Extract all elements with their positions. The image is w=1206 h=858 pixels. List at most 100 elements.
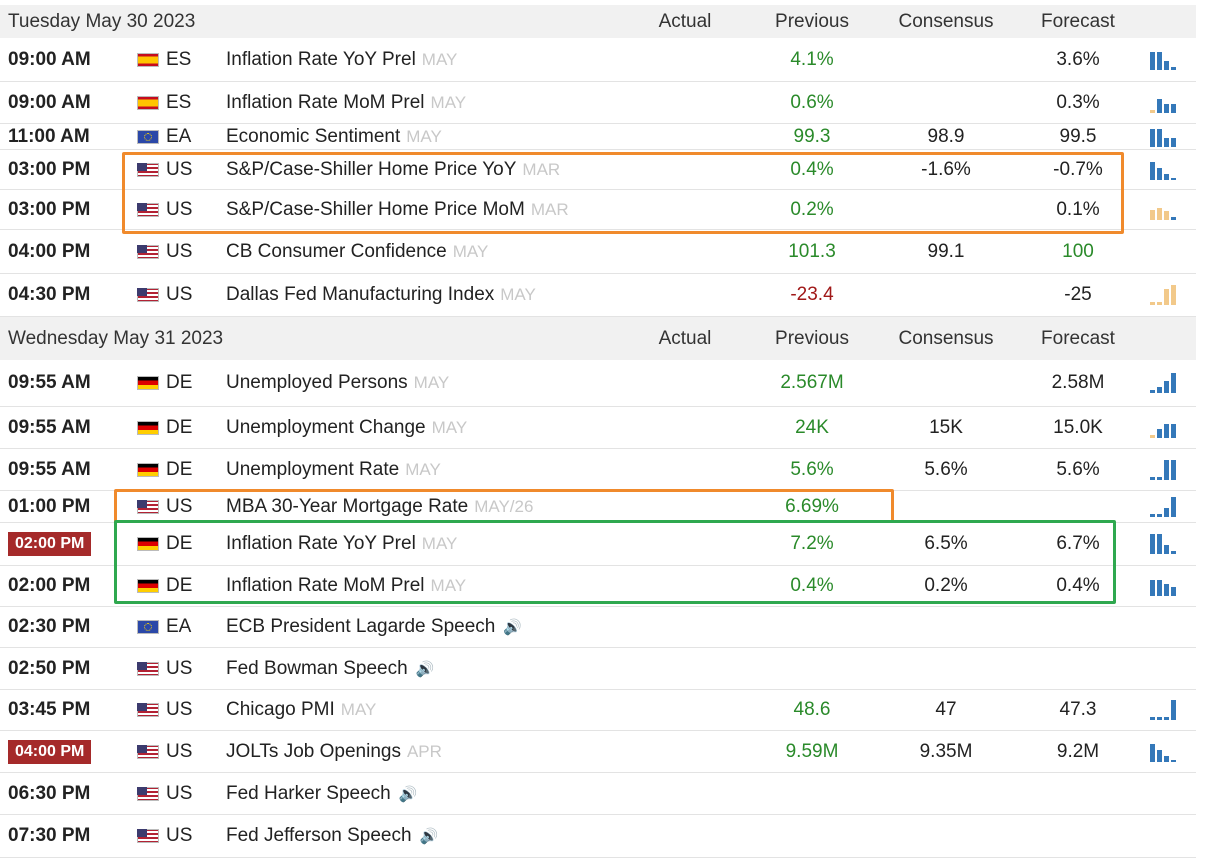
event-row[interactable]: 03:45 PM US Chicago PMI MAY 48.6 47 47.3 — [0, 690, 1196, 731]
speaker-icon: 🔊 — [415, 660, 435, 678]
previous-value: 48.6 — [793, 699, 831, 720]
event-row[interactable]: 02:30 PM EA ECB President Lagarde Speech 🔊 — [0, 607, 1196, 648]
mini-chart-cell[interactable] — [1150, 491, 1176, 522]
event-name[interactable]: Inflation Rate YoY Prel — [226, 533, 416, 554]
event-row[interactable]: 09:55 AM DE Unemployed Persons MAY 2.567M 2.5… — [0, 360, 1196, 407]
event-name-cell[interactable]: Dallas Fed Manufacturing Index MAY — [226, 274, 536, 316]
event-name-cell[interactable]: MBA 30-Year Mortgage Rate MAY/26 — [226, 491, 533, 522]
event-name[interactable]: Fed Jefferson Speech — [226, 825, 412, 846]
event-name-cell[interactable]: Fed Harker Speech 🔊 — [226, 773, 417, 814]
event-name-cell[interactable]: Chicago PMI MAY — [226, 690, 376, 730]
event-name-cell[interactable]: Fed Jefferson Speech 🔊 — [226, 815, 438, 857]
mini-chart-cell[interactable] — [1150, 150, 1176, 189]
event-name-cell[interactable]: Unemployed Persons MAY — [226, 360, 449, 406]
mini-chart-cell[interactable] — [1150, 82, 1176, 123]
event-name[interactable]: Inflation Rate MoM Prel — [226, 575, 425, 596]
event-name[interactable]: Unemployment Rate — [226, 458, 400, 480]
event-row[interactable]: 07:30 PM US Fed Jefferson Speech 🔊 — [0, 815, 1196, 858]
event-name[interactable]: MBA 30-Year Mortgage Rate — [226, 495, 469, 517]
event-row[interactable]: 09:55 AM DE Unemployment Rate MAY 5.6% 5.6% 5.… — [0, 449, 1196, 491]
mini-chart-cell[interactable] — [1150, 449, 1176, 490]
flag-cell — [137, 407, 159, 448]
mini-chart-cell[interactable] — [1150, 523, 1176, 565]
event-name-cell[interactable]: Fed Bowman Speech 🔊 — [226, 648, 434, 689]
mini-chart-cell[interactable] — [1150, 190, 1176, 229]
forecast-value: 5.6% — [1056, 458, 1100, 480]
event-name-cell[interactable]: ECB President Lagarde Speech 🔊 — [226, 607, 522, 647]
event-row[interactable]: 04:00 PM US JOLTs Job Openings APR 9.59M 9.35… — [0, 731, 1196, 773]
mini-chart-icon[interactable] — [1150, 418, 1176, 438]
event-row[interactable]: 03:00 PM US S&P/Case-Shiller Home Price Yo… — [0, 150, 1196, 190]
mini-chart-cell[interactable] — [1150, 124, 1176, 149]
de-flag-icon — [137, 376, 159, 390]
mini-chart-icon[interactable] — [1150, 496, 1176, 517]
mini-chart-icon[interactable] — [1150, 93, 1176, 113]
mini-chart-cell[interactable] — [1150, 360, 1176, 406]
event-name-cell[interactable]: S&P/Case-Shiller Home Price MoM MAR — [226, 190, 569, 229]
event-row[interactable]: 04:30 PM US Dallas Fed Manufacturing Index… — [0, 274, 1196, 317]
event-name-cell[interactable]: Inflation Rate MoM Prel MAY — [226, 82, 466, 123]
reference-period: MAY — [430, 576, 467, 595]
previous-value: 0.2% — [790, 198, 834, 220]
event-name[interactable]: ECB President Lagarde Speech — [226, 616, 496, 637]
event-name-cell[interactable]: S&P/Case-Shiller Home Price YoY MAR — [226, 150, 560, 189]
event-name-cell[interactable]: Unemployment Change MAY — [226, 407, 467, 448]
event-name-cell[interactable]: CB Consumer Confidence MAY — [226, 230, 488, 273]
event-row[interactable]: 02:50 PM US Fed Bowman Speech 🔊 — [0, 648, 1196, 690]
mini-chart-icon[interactable] — [1150, 200, 1176, 220]
event-name[interactable]: Fed Harker Speech — [226, 782, 391, 804]
flag-cell — [137, 230, 159, 273]
event-name[interactable]: S&P/Case-Shiller Home Price MoM — [226, 198, 525, 220]
event-name[interactable]: Unemployed Persons — [226, 372, 408, 393]
event-name[interactable]: S&P/Case-Shiller Home Price YoY — [226, 158, 517, 180]
event-name[interactable]: Economic Sentiment — [226, 125, 401, 147]
event-name[interactable]: Inflation Rate MoM Prel — [226, 91, 425, 113]
flag-cell — [137, 773, 159, 814]
event-name[interactable]: JOLTs Job Openings — [226, 740, 401, 762]
event-name-cell[interactable]: Inflation Rate YoY Prel MAY — [226, 38, 457, 81]
mini-chart-icon[interactable] — [1150, 742, 1176, 762]
mini-chart-icon[interactable] — [1150, 576, 1176, 596]
mini-bar — [1150, 580, 1155, 596]
event-time-cell: 04:00 PM — [8, 731, 92, 772]
mini-chart-cell[interactable] — [1150, 274, 1176, 316]
mini-chart-icon[interactable] — [1150, 127, 1176, 147]
event-row[interactable]: 06:30 PM US Fed Harker Speech 🔊 — [0, 773, 1196, 815]
event-row[interactable]: 09:55 AM DE Unemployment Change MAY 24K 15K 15… — [0, 407, 1196, 449]
mini-chart-icon[interactable] — [1150, 160, 1176, 180]
event-name-cell[interactable]: Unemployment Rate MAY — [226, 449, 441, 490]
mini-chart-cell[interactable] — [1150, 566, 1176, 606]
mini-chart-icon[interactable] — [1150, 50, 1176, 70]
event-name-cell[interactable]: JOLTs Job Openings APR — [226, 731, 442, 772]
mini-chart-cell[interactable] — [1150, 407, 1176, 448]
mini-bar — [1164, 755, 1169, 762]
mini-chart-cell[interactable] — [1150, 731, 1176, 772]
column-header-previous: Previous — [775, 327, 849, 349]
event-name[interactable]: CB Consumer Confidence — [226, 240, 447, 262]
mini-chart-icon[interactable] — [1150, 373, 1176, 393]
event-name-cell[interactable]: Inflation Rate MoM Prel MAY — [226, 566, 466, 606]
event-name[interactable]: Inflation Rate YoY Prel — [226, 48, 416, 70]
mini-chart-icon[interactable] — [1150, 534, 1176, 554]
event-name[interactable]: Chicago PMI — [226, 699, 335, 720]
event-row[interactable]: 03:00 PM US S&P/Case-Shiller Home Price Mo… — [0, 190, 1196, 230]
event-row[interactable]: 02:00 PM DE Inflation Rate MoM Prel MAY 0.4%… — [0, 566, 1196, 607]
country-code: US — [166, 825, 193, 846]
event-row[interactable]: 04:00 PM US CB Consumer Confidence MAY 101.3… — [0, 230, 1196, 274]
event-row[interactable]: 02:00 PM DE Inflation Rate YoY Prel MAY 7.2%… — [0, 523, 1196, 566]
event-row[interactable]: 11:00 AM EA Economic Sentiment MAY 99.3 98.9 9… — [0, 124, 1196, 150]
event-row[interactable]: 09:00 AM ES Inflation Rate MoM Prel MAY 0.6%… — [0, 82, 1196, 124]
event-name[interactable]: Fed Bowman Speech — [226, 657, 408, 679]
event-row[interactable]: 09:00 AM ES Inflation Rate YoY Prel MAY 4.1%… — [0, 38, 1196, 82]
mini-chart-icon[interactable] — [1150, 285, 1176, 305]
mini-chart-icon[interactable] — [1150, 459, 1176, 480]
event-name-cell[interactable]: Inflation Rate YoY Prel MAY — [226, 523, 457, 565]
mini-chart-icon[interactable] — [1150, 700, 1176, 720]
event-name[interactable]: Unemployment Change — [226, 416, 426, 438]
mini-chart-cell[interactable] — [1150, 38, 1176, 81]
event-time-cell: 04:30 PM — [8, 274, 90, 316]
mini-chart-cell[interactable] — [1150, 690, 1176, 730]
event-name-cell[interactable]: Economic Sentiment MAY — [226, 124, 442, 149]
event-name[interactable]: Dallas Fed Manufacturing Index — [226, 284, 495, 305]
mini-bar — [1150, 476, 1155, 480]
